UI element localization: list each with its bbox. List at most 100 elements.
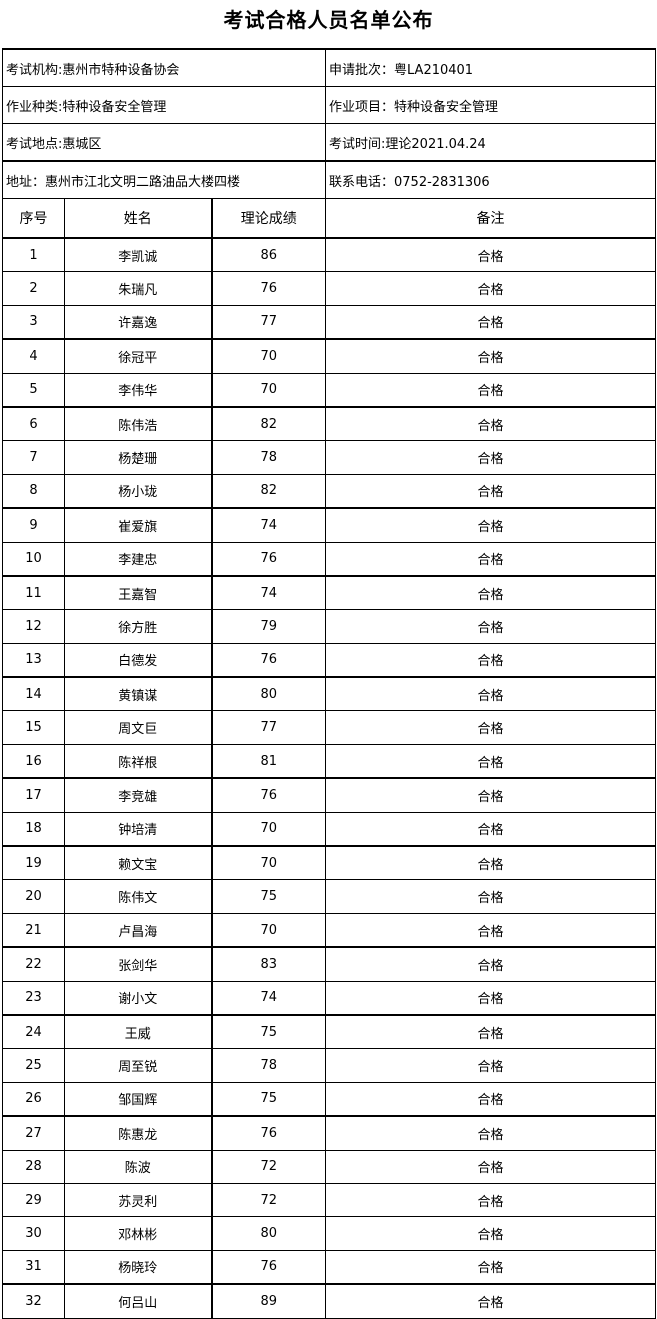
cell-score: 76 (210, 642, 327, 679)
table-row: 26 邹国辉 75 合格 (2, 1081, 657, 1118)
cell-note: 合格 (325, 541, 657, 577)
exam-institution: 考试机构:惠州市特种设备协会 (1, 48, 327, 87)
cell-note: 合格 (325, 372, 657, 408)
table-row: 5 李伟华 70 合格 (2, 372, 657, 408)
cell-note: 合格 (325, 609, 657, 644)
table-row: 8 杨小珑 82 合格 (2, 473, 657, 510)
cell-score: 74 (210, 575, 327, 611)
cell-no: 24 (2, 1014, 65, 1050)
cell-name: 谢小文 (64, 980, 212, 1016)
cell-score: 74 (210, 507, 327, 543)
table-row: 23 谢小文 74 合格 (2, 980, 657, 1016)
table-row: 3 许嘉逸 77 合格 (2, 304, 657, 341)
cell-score: 76 (210, 1249, 327, 1286)
cell-no: 3 (2, 304, 65, 341)
cell-name: 苏灵利 (64, 1182, 212, 1218)
column-header-name: 姓名 (64, 198, 212, 239)
table-row: 1 李凯诚 86 合格 (2, 237, 657, 273)
cell-score: 75 (210, 1014, 327, 1050)
table-row: 9 崔爱旗 74 合格 (2, 507, 657, 543)
cell-no: 2 (2, 271, 65, 306)
cell-note: 合格 (325, 271, 657, 306)
cell-no: 17 (2, 777, 65, 813)
cell-score: 79 (210, 609, 327, 644)
cell-score: 78 (210, 1048, 327, 1083)
work-category: 作业种类:特种设备安全管理 (1, 86, 327, 124)
cell-name: 钟培清 (64, 811, 212, 848)
cell-name: 杨晓玲 (64, 1249, 212, 1286)
table-row: 2 朱瑞凡 76 合格 (2, 271, 657, 306)
table-row: 11 王嘉智 74 合格 (2, 575, 657, 611)
table-row: 12 徐方胜 79 合格 (2, 609, 657, 644)
table-row: 21 卢昌海 70 合格 (2, 912, 657, 949)
cell-no: 30 (2, 1216, 65, 1251)
cell-note: 合格 (325, 879, 657, 914)
cell-name: 徐方胜 (64, 609, 212, 644)
cell-note: 合格 (325, 1014, 657, 1050)
column-header-no: 序号 (2, 198, 65, 239)
cell-no: 29 (2, 1182, 65, 1218)
cell-name: 周文巨 (64, 710, 212, 745)
cell-score: 77 (210, 710, 327, 745)
table-row: 15 周文巨 77 合格 (2, 710, 657, 745)
cell-note: 合格 (325, 1048, 657, 1083)
table-row: 7 杨楚珊 78 合格 (2, 440, 657, 475)
cell-note: 合格 (325, 710, 657, 745)
cell-name: 陈惠龙 (64, 1115, 212, 1151)
cell-no: 10 (2, 541, 65, 577)
table-row: 19 赖文宝 70 合格 (2, 845, 657, 881)
cell-name: 李凯诚 (64, 237, 212, 273)
cell-score: 75 (210, 1081, 327, 1118)
cell-note: 合格 (325, 338, 657, 374)
cell-note: 合格 (325, 1115, 657, 1151)
work-item: 作业项目：特种设备安全管理 (325, 86, 657, 124)
cell-name: 李建忠 (64, 541, 212, 577)
cell-name: 陈伟文 (64, 879, 212, 914)
table-row: 24 王威 75 合格 (2, 1014, 657, 1050)
table-row: 14 黄镇谋 80 合格 (2, 676, 657, 712)
cell-score: 89 (210, 1283, 327, 1319)
cell-note: 合格 (325, 912, 657, 949)
cell-no: 12 (2, 609, 65, 644)
cell-name: 赖文宝 (64, 845, 212, 881)
table-row: 10 李建忠 76 合格 (2, 541, 657, 577)
cell-score: 78 (210, 440, 327, 475)
table-row: 29 苏灵利 72 合格 (2, 1182, 657, 1218)
cell-name: 黄镇谋 (64, 676, 212, 712)
cell-note: 合格 (325, 1081, 657, 1118)
info-row: 考试地点:惠城区 考试时间:理论2021.04.24 (1, 123, 657, 162)
cell-score: 80 (210, 1216, 327, 1251)
cell-note: 合格 (325, 642, 657, 679)
cell-score: 82 (210, 406, 327, 442)
table-header: 序号 姓名 理论成绩 备注 (2, 198, 657, 239)
cell-score: 70 (210, 338, 327, 374)
cell-score: 76 (210, 271, 327, 306)
cell-score: 83 (210, 946, 327, 982)
cell-name: 周至锐 (64, 1048, 212, 1083)
cell-score: 70 (210, 912, 327, 949)
cell-no: 26 (2, 1081, 65, 1118)
cell-score: 80 (210, 676, 327, 712)
cell-note: 合格 (325, 1283, 657, 1319)
cell-name: 王嘉智 (64, 575, 212, 611)
cell-name: 朱瑞凡 (64, 271, 212, 306)
cell-score: 76 (210, 777, 327, 813)
cell-note: 合格 (325, 304, 657, 341)
cell-no: 25 (2, 1048, 65, 1083)
cell-note: 合格 (325, 777, 657, 813)
cell-name: 陈波 (64, 1149, 212, 1184)
cell-no: 8 (2, 473, 65, 510)
table-row: 17 李竞雄 76 合格 (2, 777, 657, 813)
cell-note: 合格 (325, 1249, 657, 1286)
cell-note: 合格 (325, 1182, 657, 1218)
cell-note: 合格 (325, 575, 657, 611)
cell-note: 合格 (325, 845, 657, 881)
cell-score: 70 (210, 372, 327, 408)
table-row: 25 周至锐 78 合格 (2, 1048, 657, 1083)
table-row: 18 钟培清 70 合格 (2, 811, 657, 848)
cell-score: 74 (210, 980, 327, 1016)
cell-note: 合格 (325, 946, 657, 982)
cell-no: 22 (2, 946, 65, 982)
cell-note: 合格 (325, 237, 657, 273)
cell-note: 合格 (325, 676, 657, 712)
